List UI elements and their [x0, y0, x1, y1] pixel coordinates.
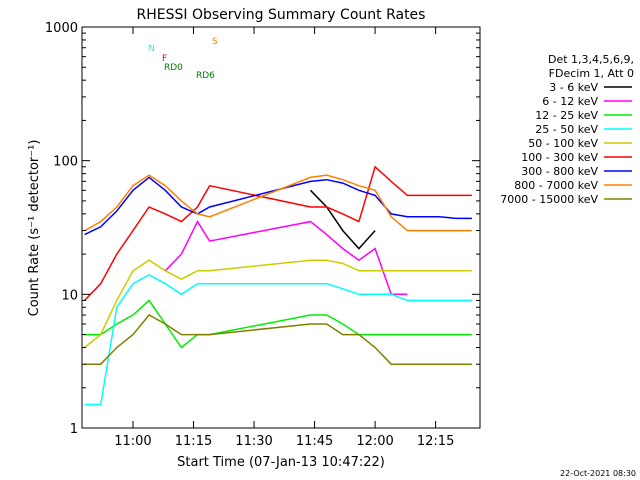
series-line-4	[84, 259, 472, 349]
series-line-8	[84, 314, 472, 365]
legend-label: 25 - 50 keV	[535, 123, 598, 136]
y-tick-label: 1000	[45, 21, 78, 36]
flag-label-rd0: RD0	[164, 63, 183, 73]
series-line-2	[84, 299, 472, 349]
legend-header: Det 1,3,4,5,6,9,	[548, 53, 634, 66]
footer-date: 22-Oct-2021 08:30	[560, 469, 636, 478]
y-axis-label: Count Rate (s⁻¹ detector⁻¹)	[27, 140, 42, 317]
y-tick-label: 10	[61, 288, 78, 303]
x-tick-label: 11:45	[296, 434, 333, 449]
legend-label: 12 - 25 keV	[535, 109, 598, 122]
x-tick-label: 12:00	[356, 434, 393, 449]
x-tick-label: 11:00	[114, 434, 151, 449]
series-line-0	[309, 189, 376, 250]
y-tick-label: 100	[53, 155, 78, 170]
flag-label-s: S	[212, 37, 218, 47]
legend-label: 800 - 7000 keV	[514, 179, 598, 192]
axes: 11:00 11:15 11:30 11:45 12:00 12:15 1 10 100 1000	[45, 21, 480, 449]
legend-header: FDecim 1, Att 0	[549, 67, 634, 80]
x-tick-label: 11:30	[235, 434, 272, 449]
series-line-6	[84, 176, 472, 236]
chart-title: RHESSI Observing Summary Count Rates	[137, 7, 426, 23]
legend-label: 100 - 300 keV	[521, 151, 598, 164]
legend-label: 3 - 6 keV	[549, 81, 598, 94]
flag-label-rd6: RD6	[196, 71, 215, 81]
legend-label: 7000 - 15000 keV	[500, 193, 598, 206]
x-tick-label: 11:15	[175, 434, 212, 449]
y-tick-label: 1	[70, 422, 78, 437]
plot-frame	[81, 26, 481, 429]
plot-area: NF S RD0 RD6	[84, 37, 472, 406]
x-tick-label: 12:15	[417, 434, 454, 449]
x-axis-label: Start Time (07-Jan-13 10:47:22)	[177, 455, 385, 470]
legend-label: 50 - 100 keV	[528, 137, 598, 150]
series-line-1	[164, 220, 408, 296]
legend-label: 300 - 800 keV	[521, 165, 598, 178]
flag-label-f: F	[162, 54, 167, 64]
series-line-5	[84, 165, 472, 301]
legend-label: 6 - 12 keV	[542, 95, 598, 108]
series-line-3	[84, 273, 472, 406]
series-line-7	[84, 174, 472, 232]
flag-label-n: N	[148, 44, 155, 54]
legend: Det 1,3,4,5,6,9,FDecim 1, Att 03 - 6 keV…	[500, 53, 634, 206]
